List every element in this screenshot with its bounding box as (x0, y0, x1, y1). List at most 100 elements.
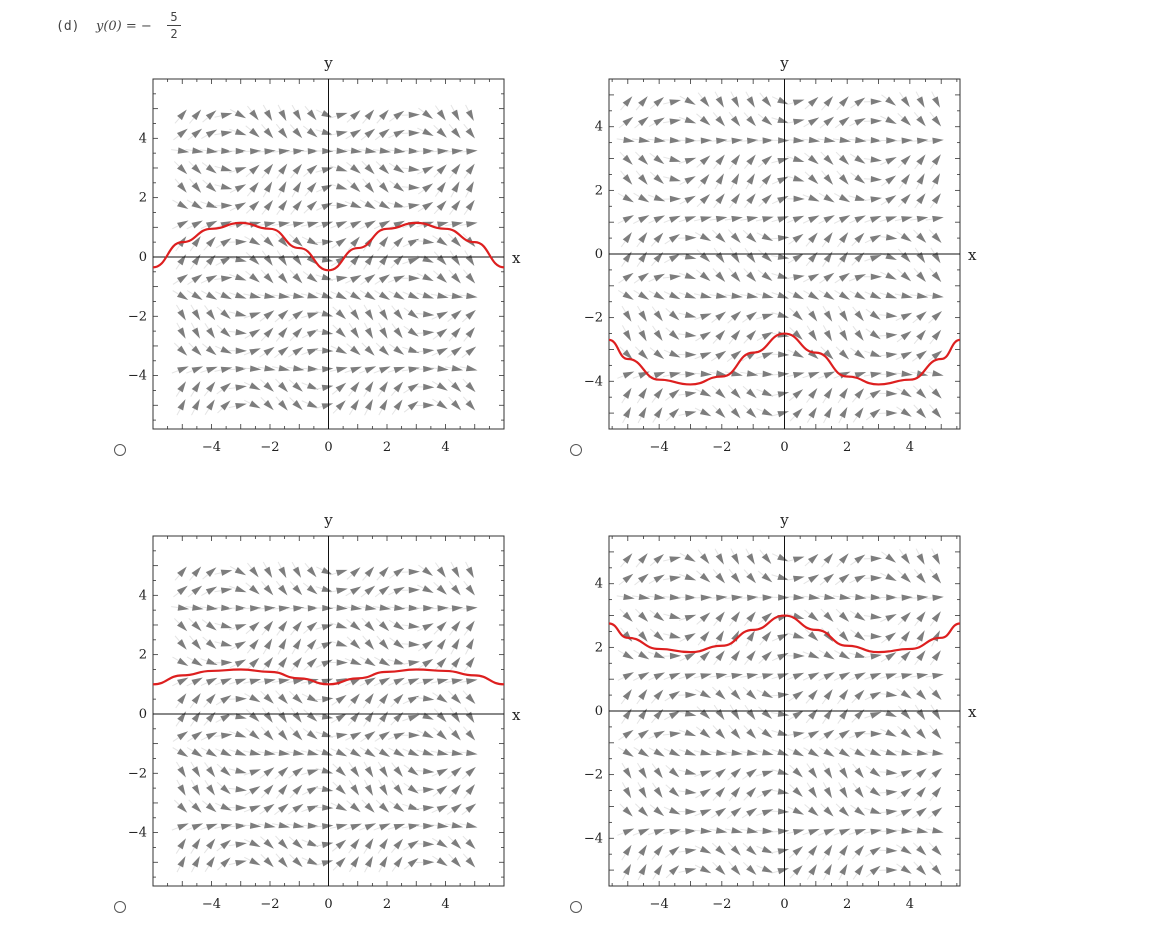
direction-arrow (465, 327, 476, 338)
direction-arrow-tail (331, 846, 338, 852)
direction-arrow (623, 863, 632, 876)
direction-arrow (823, 828, 836, 836)
direction-arrow-tail (651, 260, 657, 267)
direction-arrow (793, 274, 805, 281)
direction-arrow (916, 709, 926, 721)
direction-arrow (730, 864, 741, 876)
direction-arrow-tail (289, 581, 296, 588)
direction-arrow-tail (303, 665, 310, 671)
direction-arrow (436, 328, 448, 338)
direction-arrow-tail (331, 718, 338, 724)
direction-arrow-tail (649, 560, 656, 567)
direction-arrow (669, 672, 681, 680)
direction-arrow-tail (678, 393, 686, 396)
direction-arrow-tail (678, 333, 686, 336)
direction-arrow-tail (925, 218, 933, 221)
direction-arrow-tail (802, 219, 810, 224)
direction-arrow-tail (243, 351, 251, 356)
direction-arrow (699, 612, 711, 623)
direction-arrow-tail (618, 278, 625, 284)
direction-arrow (886, 789, 898, 796)
direction-arrow (808, 730, 820, 739)
direction-arrow-tail (200, 225, 208, 230)
direction-arrow (378, 748, 391, 757)
direction-arrow-tail (635, 561, 641, 568)
direction-arrow (700, 313, 712, 321)
direction-arrow (278, 656, 288, 668)
direction-arrow (277, 309, 289, 320)
direction-arrow (669, 731, 682, 738)
direction-arrow-tail (186, 370, 193, 374)
direction-arrow (762, 673, 774, 680)
direction-arrow-tail (461, 809, 468, 816)
direction-arrow-tail (402, 803, 410, 807)
direction-arrow (407, 748, 420, 757)
direction-arrow-tail (276, 250, 282, 257)
direction-arrow-tail (714, 548, 719, 556)
direction-arrow-tail (664, 696, 671, 702)
direction-arrow-tail (679, 552, 687, 557)
direction-arrow (870, 613, 882, 620)
direction-arrow (684, 710, 697, 717)
direction-arrow (870, 730, 883, 737)
direction-arrow (221, 147, 233, 155)
direction-arrow (450, 381, 462, 392)
direction-arrow (777, 272, 789, 279)
direction-arrow (451, 638, 460, 650)
answer-option-a-radio[interactable] (114, 444, 126, 456)
direction-arrow (393, 766, 403, 778)
direction-arrow (321, 128, 334, 136)
direction-arrow (715, 749, 728, 756)
direction-arrow (931, 689, 942, 700)
direction-arrow-tail (896, 794, 903, 800)
direction-arrow (885, 573, 897, 582)
answer-option-d-radio[interactable] (570, 901, 582, 913)
direction-arrow (777, 291, 789, 299)
direction-arrow-tail (272, 751, 280, 754)
direction-arrow (869, 711, 882, 719)
direction-arrow (901, 673, 913, 680)
direction-arrow (191, 254, 201, 266)
direction-arrow-tail (445, 150, 453, 153)
direction-arrow (870, 632, 882, 640)
direction-arrow (422, 678, 435, 686)
direction-arrow-tail (896, 844, 903, 849)
direction-arrow-tail (724, 751, 732, 754)
direction-arrow (450, 346, 462, 356)
direction-arrow-tail (897, 726, 904, 732)
direction-arrow-tail (176, 408, 181, 416)
direction-arrow (306, 639, 317, 650)
answer-option-c-radio[interactable] (114, 901, 126, 913)
direction-arrow (393, 110, 405, 120)
direction-arrow (292, 109, 302, 121)
direction-arrow (869, 234, 882, 243)
direction-arrow-tail (363, 263, 368, 270)
direction-arrow-tail (176, 865, 181, 873)
direction-arrow-tail (187, 737, 194, 743)
direction-arrow (746, 137, 759, 144)
direction-arrow-tail (712, 794, 719, 801)
direction-arrow (854, 252, 865, 263)
direction-arrow-tail (215, 243, 223, 249)
direction-arrow (838, 611, 850, 622)
direction-arrow-tail (730, 182, 735, 190)
y-axis-label: y (323, 511, 333, 529)
direction-arrow (746, 572, 756, 584)
direction-arrow (393, 748, 405, 757)
direction-arrow-tail (431, 809, 439, 814)
direction-arrow (451, 749, 464, 756)
direction-arrow-tail (359, 225, 367, 230)
direction-arrow (220, 309, 231, 320)
direction-arrow (777, 391, 790, 398)
direction-arrow-tail (204, 865, 210, 873)
direction-arrow (622, 291, 634, 300)
direction-arrow (422, 348, 435, 355)
answer-option-b-radio[interactable] (570, 444, 582, 456)
direction-arrow-tail (229, 224, 237, 228)
direction-arrow-tail (929, 202, 935, 209)
direction-arrow-tail (822, 260, 827, 267)
direction-arrow-tail (865, 785, 872, 791)
direction-arrow (900, 232, 912, 242)
direction-arrow-tail (817, 138, 825, 141)
direction-arrow-tail (329, 115, 337, 119)
